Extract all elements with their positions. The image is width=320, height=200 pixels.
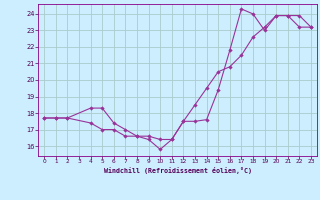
X-axis label: Windchill (Refroidissement éolien,°C): Windchill (Refroidissement éolien,°C) — [104, 167, 252, 174]
